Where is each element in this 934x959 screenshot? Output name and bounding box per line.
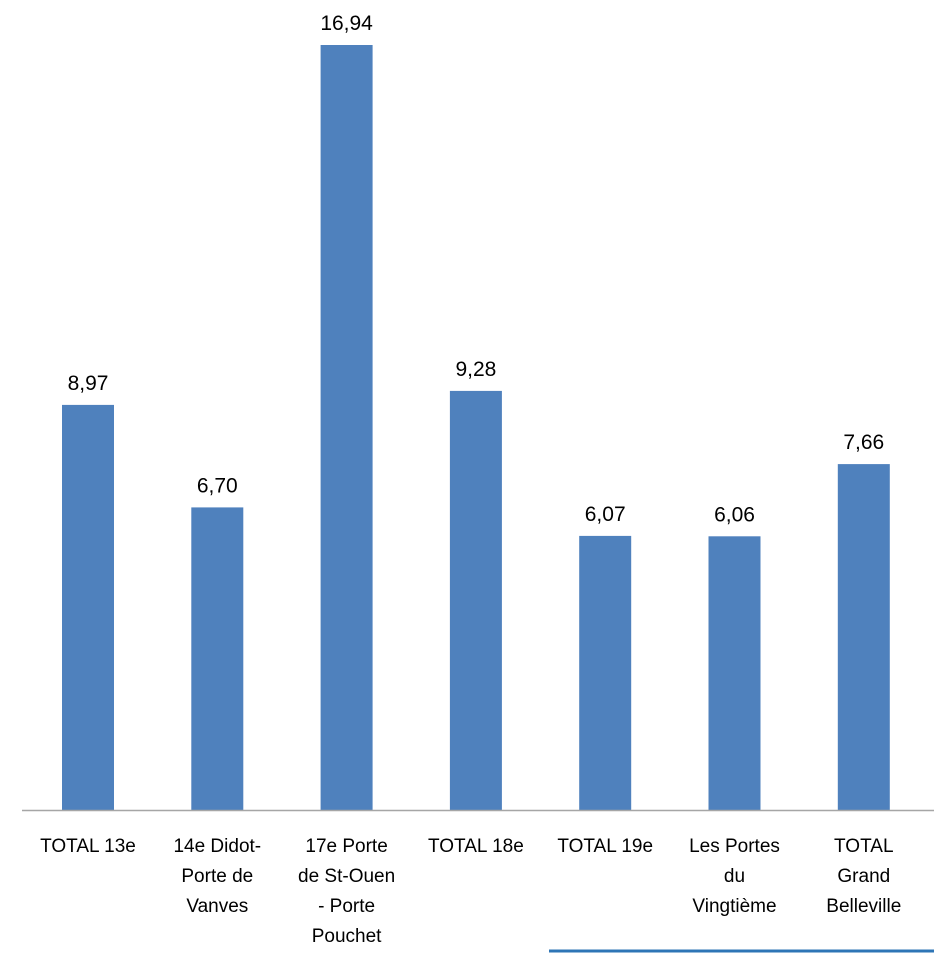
bar-6 [708, 536, 761, 810]
category-label-line: Les Portes [689, 836, 780, 857]
category-label-line: - Porte [318, 896, 375, 917]
category-label-line: 14e Didot- [173, 836, 261, 857]
bar-3 [320, 45, 373, 810]
category-label-5: TOTAL 19e [557, 836, 653, 857]
bars-layer [62, 45, 890, 810]
data-label-1: 8,97 [68, 372, 109, 395]
category-label-1: TOTAL 13e [40, 836, 136, 857]
bar-2 [191, 507, 244, 810]
category-label-line: TOTAL [834, 836, 893, 857]
data-label-2: 6,70 [197, 474, 238, 497]
bar-4 [449, 390, 502, 810]
category-label-line: 17e Porte [305, 836, 387, 857]
bar-5 [579, 535, 632, 810]
bar-1 [62, 404, 114, 810]
data-labels-layer: 8,97 6,70 16,94 9,28 6,07 6,06 7,66 [68, 12, 885, 526]
data-label-4: 9,28 [455, 358, 496, 381]
category-label-line: Grand [837, 866, 890, 887]
category-label-3: 17e Porte de St-Ouen - Porte Pouchet [298, 836, 395, 947]
category-label-line: Vingtième [692, 896, 776, 917]
data-label-3: 16,94 [320, 12, 373, 35]
category-labels-layer: TOTAL 13e 14e Didot- Porte de Vanves 17e Por… [40, 836, 901, 947]
category-label-line: TOTAL 19e [557, 836, 653, 857]
category-label-line: TOTAL 13e [40, 836, 136, 857]
category-label-line: Pouchet [312, 926, 382, 947]
category-label-line: de St-Ouen [298, 866, 395, 887]
category-label-line: Porte de [181, 866, 253, 887]
category-label-line: du [724, 866, 745, 887]
data-label-7: 7,66 [843, 431, 884, 454]
data-label-6: 6,06 [714, 503, 755, 526]
category-label-line: TOTAL 18e [428, 836, 524, 857]
category-label-2: 14e Didot- Porte de Vanves [173, 836, 261, 917]
category-label-4: TOTAL 18e [428, 836, 524, 857]
category-label-line: Vanves [186, 896, 248, 917]
category-label-7: TOTAL Grand Belleville [826, 836, 901, 917]
category-label-6: Les Portes du Vingtième [689, 836, 780, 917]
data-label-5: 6,07 [585, 503, 626, 526]
category-label-line: Belleville [826, 896, 901, 917]
bar-7 [837, 464, 890, 810]
